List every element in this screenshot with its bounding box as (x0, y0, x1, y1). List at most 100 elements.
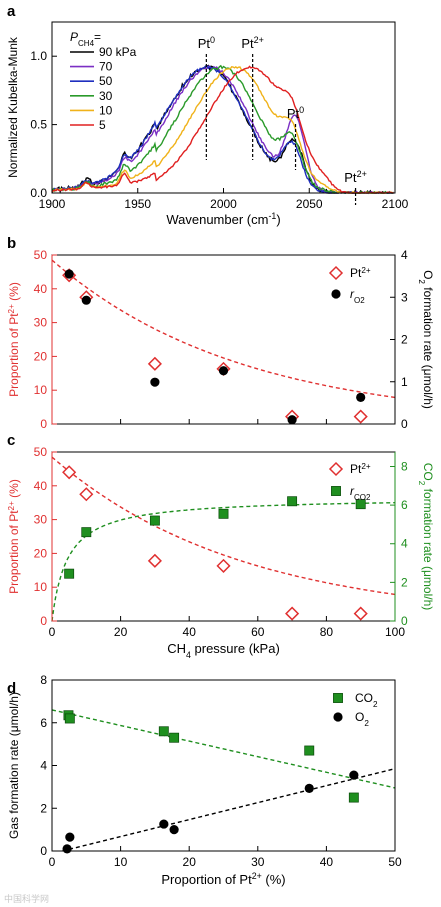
y-tick-label: 10 (34, 383, 48, 397)
y-tick-label: 2 (401, 575, 408, 589)
legend-marker (331, 486, 341, 496)
y-tick-label: 4 (40, 759, 47, 773)
data-point (169, 825, 179, 835)
y-tick-label: 8 (401, 459, 408, 473)
y-tick-label: 1 (401, 375, 408, 389)
x-tick-label: 10 (114, 855, 128, 869)
legend-marker (331, 289, 341, 299)
data-point (349, 770, 359, 780)
y-tick-label: 0 (40, 614, 47, 628)
legend-label: 10 (99, 103, 113, 117)
legend-label: Pt2+ (350, 462, 371, 477)
y-tick-label: 0 (401, 417, 408, 431)
data-point (65, 832, 75, 842)
annotation-label: Pt0 (287, 105, 304, 121)
x-tick-label: 100 (385, 625, 405, 639)
legend-label: CO2 (355, 691, 378, 709)
data-point (64, 713, 75, 724)
x-tick-label: 2000 (210, 197, 237, 211)
y-tick-label: 3 (401, 290, 408, 304)
y-tick-label: 0.0 (30, 186, 47, 200)
x-tick-label: 0 (49, 855, 56, 869)
panel-letter: a (7, 3, 16, 20)
data-point (149, 515, 160, 526)
watermark: 中国科学网 (4, 894, 50, 904)
y-tick-label: 50 (34, 248, 48, 262)
x-tick-label: 20 (114, 625, 128, 639)
legend-label: 70 (99, 60, 113, 74)
data-point (348, 792, 359, 803)
y-tick-label: 8 (40, 673, 47, 687)
fit-line (62, 768, 396, 852)
legend-marker (328, 461, 344, 477)
annotation-label: Pt0 (198, 35, 215, 51)
y-tick-label: 4 (401, 537, 408, 551)
y-tick-label: 0.5 (30, 118, 47, 132)
legend-label: 50 (99, 74, 113, 88)
data-point (353, 606, 368, 621)
data-point (147, 553, 162, 568)
y-tick-label: 0 (40, 417, 47, 431)
y-axis-title-left: Proportion of Pt2+ (%) (7, 282, 22, 397)
fit-line (51, 259, 396, 399)
data-point (287, 415, 297, 425)
data-point (62, 465, 77, 480)
y-axis-title-left: Proportion of Pt2+ (%) (7, 479, 22, 594)
x-tick-label: 40 (320, 855, 334, 869)
data-point (81, 527, 92, 538)
y-axis-title-right: O2 formation rate (μmol/h) (418, 270, 436, 409)
y-axis-title-right: CO2 formation rate (μmol/h) (418, 463, 436, 611)
data-point (356, 392, 366, 402)
data-point (64, 269, 74, 279)
data-point (287, 496, 298, 507)
legend-marker (333, 712, 343, 722)
y-tick-label: 0 (401, 614, 408, 628)
x-axis-title: CH4 pressure (kPa) (167, 641, 280, 660)
x-tick-label: 50 (388, 855, 402, 869)
y-tick-label: 6 (40, 716, 47, 730)
y-axis-title: Gas formation rate (μmol/h) (7, 692, 21, 839)
x-tick-label: 2100 (382, 197, 409, 211)
plot-frame (51, 679, 396, 852)
y-tick-label: 40 (34, 479, 48, 493)
data-point (81, 295, 91, 305)
panel-a: Pt0 Pt2+ Pt0 Pt2+ 1900 1950 2000 2050 2100 0.0 0.5… (6, 21, 409, 227)
plot-frame (51, 254, 396, 425)
data-point (218, 508, 229, 519)
legend-label: rO2 (350, 287, 365, 305)
x-tick-label: 0 (49, 625, 56, 639)
y-axis-title: Normalized Kubelka-Munk (6, 36, 20, 178)
y-tick-label: 50 (34, 445, 48, 459)
legend-marker (328, 265, 344, 281)
x-tick-label: 2050 (296, 197, 323, 211)
y-tick-label: 40 (34, 282, 48, 296)
x-tick-label: 1900 (39, 197, 66, 211)
legend-label: Pt2+ (350, 266, 371, 281)
y-tick-label: 30 (34, 513, 48, 527)
data-point (169, 732, 180, 743)
panel-letter: c (7, 432, 15, 449)
y-tick-label: 6 (401, 498, 408, 512)
legend-marker (333, 693, 343, 703)
plot-frame (51, 451, 396, 622)
x-tick-label: 40 (183, 625, 197, 639)
x-tick-label: 20 (183, 855, 197, 869)
data-point (79, 487, 94, 502)
y-tick-label: 30 (34, 316, 48, 330)
x-tick-label: 80 (320, 625, 334, 639)
data-point (216, 558, 231, 573)
panel-d: 0 10 20 30 40 50 0 2 4 6 8 Gas formation rate (μmol… (7, 673, 402, 887)
data-point (285, 606, 300, 621)
x-axis-title: Wavenumber (cm-1) (166, 211, 280, 227)
spectrum-line (51, 65, 394, 194)
legend-label: 30 (99, 89, 113, 103)
x-tick-label: 30 (251, 855, 265, 869)
data-point (62, 844, 72, 854)
legend-label: O2 (355, 710, 369, 728)
legend-title: PCH4= (70, 30, 101, 48)
data-point (159, 819, 169, 829)
legend-label: 90 kPa (99, 45, 137, 59)
x-axis-title: Proportion of Pt2+ (%) (161, 871, 285, 887)
